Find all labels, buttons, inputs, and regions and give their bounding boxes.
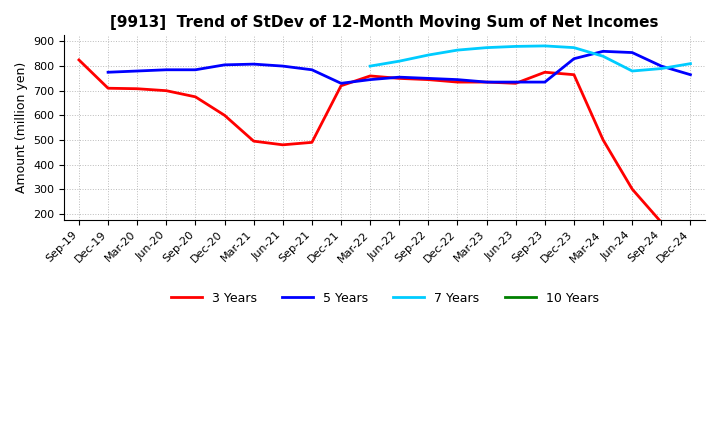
Line: 7 Years: 7 Years	[370, 46, 690, 71]
5 Years	[279, 63, 287, 69]
5 Years	[104, 70, 112, 75]
7 Years	[657, 66, 666, 71]
3 Years	[628, 187, 636, 192]
5 Years	[570, 56, 578, 61]
3 Years	[541, 70, 549, 75]
5 Years	[424, 76, 433, 81]
Line: 5 Years: 5 Years	[108, 51, 690, 83]
3 Years	[424, 77, 433, 82]
5 Years	[133, 68, 142, 73]
5 Years	[599, 49, 608, 54]
7 Years	[395, 59, 404, 64]
5 Years	[191, 67, 199, 73]
3 Years	[599, 137, 608, 143]
3 Years	[133, 86, 142, 92]
3 Years	[162, 88, 171, 93]
7 Years	[686, 61, 695, 66]
Legend: 3 Years, 5 Years, 7 Years, 10 Years: 3 Years, 5 Years, 7 Years, 10 Years	[166, 286, 604, 310]
5 Years	[366, 77, 374, 82]
3 Years	[453, 80, 462, 85]
3 Years	[191, 94, 199, 99]
7 Years	[599, 54, 608, 59]
3 Years	[220, 113, 229, 118]
5 Years	[686, 72, 695, 77]
3 Years	[511, 81, 520, 86]
5 Years	[511, 80, 520, 85]
3 Years	[75, 57, 84, 62]
5 Years	[337, 81, 346, 86]
Line: 3 Years: 3 Years	[79, 60, 662, 222]
7 Years	[628, 68, 636, 73]
7 Years	[570, 45, 578, 50]
7 Years	[453, 48, 462, 53]
3 Years	[104, 86, 112, 91]
5 Years	[482, 80, 491, 85]
Title: [9913]  Trend of StDev of 12-Month Moving Sum of Net Incomes: [9913] Trend of StDev of 12-Month Moving…	[110, 15, 659, 30]
7 Years	[511, 44, 520, 49]
5 Years	[395, 74, 404, 80]
7 Years	[366, 63, 374, 69]
5 Years	[657, 63, 666, 69]
5 Years	[307, 67, 316, 73]
3 Years	[366, 73, 374, 79]
3 Years	[249, 139, 258, 144]
5 Years	[453, 77, 462, 82]
3 Years	[279, 142, 287, 147]
7 Years	[482, 45, 491, 50]
3 Years	[482, 80, 491, 85]
5 Years	[249, 62, 258, 67]
3 Years	[570, 72, 578, 77]
3 Years	[337, 83, 346, 88]
5 Years	[541, 80, 549, 85]
3 Years	[657, 220, 666, 225]
5 Years	[220, 62, 229, 67]
5 Years	[628, 50, 636, 55]
7 Years	[541, 43, 549, 48]
3 Years	[395, 76, 404, 81]
3 Years	[307, 140, 316, 145]
Y-axis label: Amount (million yen): Amount (million yen)	[15, 62, 28, 193]
5 Years	[162, 67, 171, 73]
7 Years	[424, 52, 433, 58]
